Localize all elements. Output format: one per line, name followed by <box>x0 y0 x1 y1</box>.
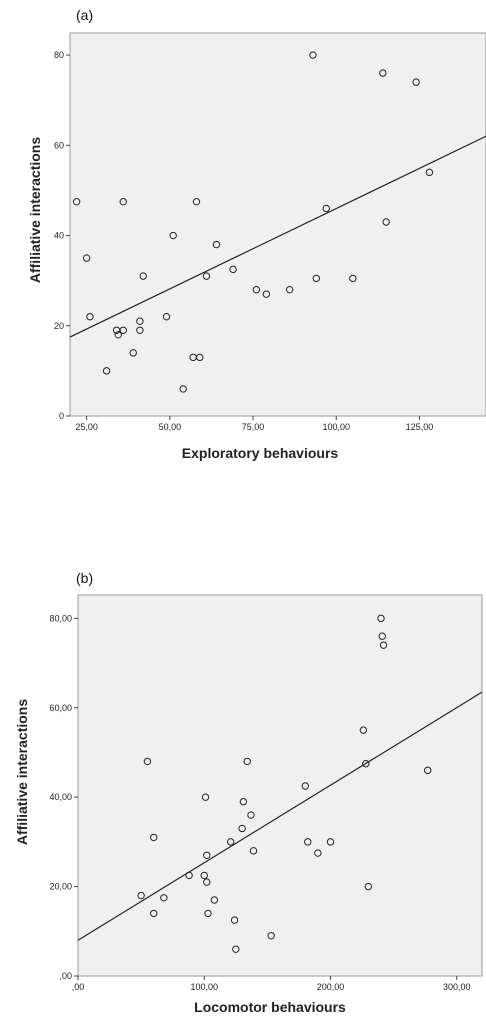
data-point <box>232 945 240 953</box>
x-tick-label: 50,00 <box>159 422 182 432</box>
data-point <box>230 916 239 924</box>
chart-a-plot-area <box>69 32 486 417</box>
data-point <box>119 197 127 206</box>
data-point <box>202 272 211 280</box>
x-tick-label: 100,00 <box>190 982 218 992</box>
data-point <box>160 894 168 902</box>
data-point <box>314 849 322 857</box>
data-point <box>239 797 248 806</box>
data-point <box>285 285 294 294</box>
y-tick-label: 60 <box>54 140 64 150</box>
data-point <box>196 353 204 362</box>
data-point <box>200 871 208 880</box>
data-point <box>150 909 158 918</box>
chart-b-plot-area <box>77 594 483 977</box>
y-tick-label: 40 <box>54 231 64 241</box>
y-tick-label: 40,00 <box>49 792 72 802</box>
y-tick-label: 20,00 <box>49 882 72 892</box>
chart-a-fit-line <box>69 135 486 338</box>
data-point <box>136 317 144 325</box>
panel-b-label: (b) <box>76 570 93 586</box>
data-point <box>377 614 385 623</box>
data-point <box>304 838 312 846</box>
data-point <box>72 197 81 206</box>
x-tick-label: 100,00 <box>322 422 350 432</box>
chart-a-y-axis-title: Affiliative interactions <box>27 137 43 283</box>
chart-b-x-axis-title: Locomotor behaviours <box>194 999 346 1015</box>
data-point <box>382 218 390 226</box>
data-point <box>301 782 309 790</box>
data-point <box>425 168 434 177</box>
data-point <box>86 313 94 321</box>
chart-b-fit-line <box>77 691 483 941</box>
data-point <box>359 726 368 734</box>
x-tick-label: 125,00 <box>406 422 434 432</box>
data-point <box>309 51 317 59</box>
y-tick-label: 80,00 <box>49 613 72 623</box>
data-point <box>364 882 373 891</box>
data-point <box>378 632 386 640</box>
data-point <box>252 285 261 294</box>
data-point <box>249 847 258 855</box>
data-point <box>136 326 144 334</box>
data-point <box>192 197 201 206</box>
data-point <box>139 272 147 280</box>
data-point <box>349 274 357 283</box>
data-point <box>119 326 127 334</box>
data-point <box>210 896 219 904</box>
data-point <box>238 824 246 833</box>
data-point <box>102 367 111 375</box>
data-point <box>150 833 158 842</box>
data-point <box>379 69 387 77</box>
panel-a-label: (a) <box>76 7 93 23</box>
x-tick-label: 75,00 <box>242 422 265 432</box>
data-point <box>362 759 370 768</box>
data-point <box>114 331 122 339</box>
y-tick-label: 20 <box>54 321 64 331</box>
data-point <box>82 254 91 262</box>
data-point <box>162 313 171 321</box>
data-point <box>243 757 251 766</box>
chart-a: (a) 0 20 40 60 80 25,00 50,00 75,00 100,00 125,0… <box>27 7 486 461</box>
data-point <box>322 204 330 213</box>
data-point <box>247 811 255 819</box>
data-point <box>203 851 211 859</box>
chart-b: (b) ,00 20,00 40,00 60,00 80,00 ,00 100,00 200… <box>14 570 483 1015</box>
data-point <box>424 766 432 775</box>
chart-a-x-axis-title: Exploratory behaviours <box>182 445 339 461</box>
x-tick-label: 200,00 <box>317 982 345 992</box>
chart-b-y-axis-title: Affiliative interactions <box>14 699 30 845</box>
data-point <box>179 385 187 393</box>
data-point <box>204 909 212 918</box>
data-point <box>412 78 420 86</box>
data-point <box>129 349 137 357</box>
x-tick-label: ,00 <box>72 982 85 992</box>
data-point <box>262 290 271 298</box>
y-tick-label: ,00 <box>59 971 72 981</box>
data-point <box>227 838 235 846</box>
y-tick-label: 60,00 <box>49 703 72 713</box>
y-tick-label: 80 <box>54 50 64 60</box>
data-point <box>201 793 210 801</box>
data-point <box>229 265 237 274</box>
x-tick-label: 25,00 <box>75 422 98 432</box>
data-point <box>137 891 145 900</box>
y-tick-label: 0 <box>59 411 64 421</box>
data-point <box>326 838 335 846</box>
data-point <box>169 231 177 240</box>
data-point <box>203 878 211 886</box>
data-point <box>212 240 221 249</box>
data-point <box>267 932 275 940</box>
data-point <box>379 641 388 649</box>
data-point <box>185 871 193 880</box>
x-tick-label: 300,00 <box>443 982 471 992</box>
data-point <box>143 757 152 766</box>
data-point <box>312 274 320 283</box>
